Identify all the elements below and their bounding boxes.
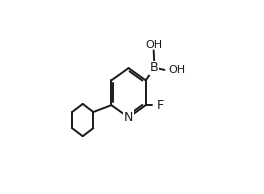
Text: OH: OH xyxy=(169,65,186,75)
Text: B: B xyxy=(150,61,159,74)
Text: F: F xyxy=(157,99,164,112)
Text: OH: OH xyxy=(145,40,162,50)
Text: N: N xyxy=(124,111,133,124)
